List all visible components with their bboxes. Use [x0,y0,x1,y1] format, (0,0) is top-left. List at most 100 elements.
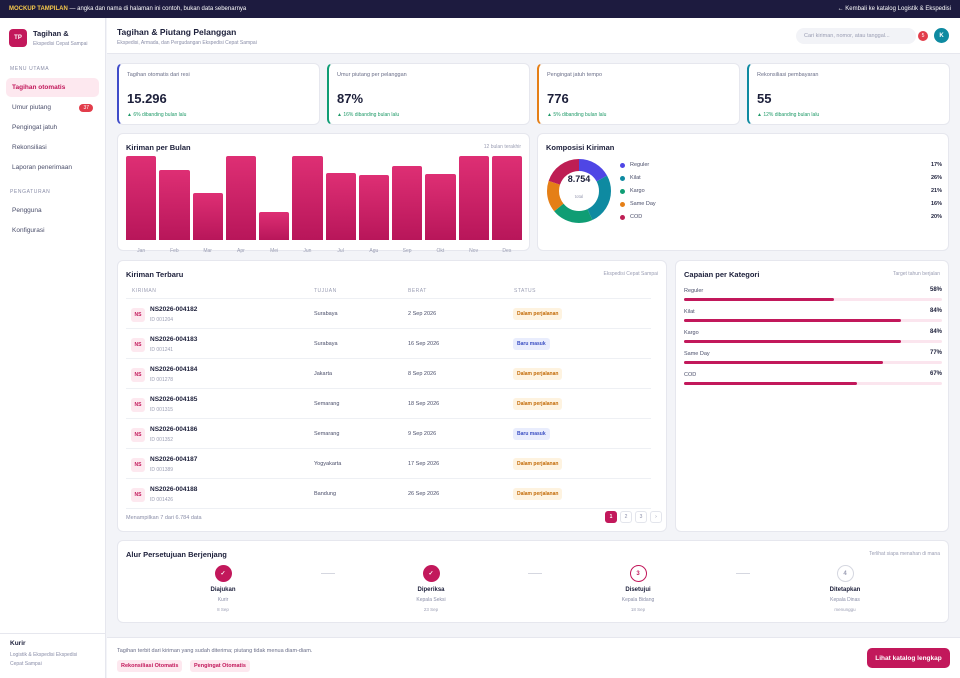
approval-step: 3 Disetujui Kepala Bidang 18 Sep [578,565,698,612]
legend-label: Same Day [630,201,656,207]
category-label: COD [684,372,697,378]
page-button-3[interactable]: 3 [635,511,647,523]
table-row[interactable]: NS NS2026-004183 ID 001241 Surabaya 16 S… [126,329,651,359]
recent-shipments-card: Kiriman Terbaru Ekspedisi Cepat Sampai K… [117,260,667,532]
step-connector [321,573,335,574]
category-progress: Kilat 84% [684,308,942,322]
legend-dot [620,201,625,207]
page-subtitle: Ekspedisi, Armada, dan Pergudangan Ekspe… [117,40,257,46]
avatar[interactable]: K [934,28,949,43]
kpi-label: Pengingat jatuh tempo [547,72,603,78]
card-title: Capaian per Kategori [684,270,760,279]
kpi-card: Umur piutang per pelanggan 87% ▲ 16% dib… [327,63,530,125]
bottom-text: Tagihan terbit dari kiriman yang sudah d… [117,648,313,654]
donut-slice [547,159,611,223]
chart-title: Kiriman per Bulan [126,143,191,152]
legend-item: Kilat 26% [620,175,942,181]
sidebar-item-label: Pengingat jatuh [12,124,58,131]
shipment-badge: NS [131,398,145,412]
destination: Bandung [314,491,337,497]
bar [392,166,423,240]
approval-step: ✓ Diajukan Kurir 8 Sep [163,565,283,612]
mockup-banner: MOCKUP TAMPILAN — angka dan nama di hala… [0,0,960,18]
step-number: 4 [836,565,854,582]
x-tick-label: Des [502,248,512,254]
status-badge: Dalam perjalanan [513,458,563,470]
progress-fill [684,382,857,385]
shipment-id: NS2026-004184 [150,366,198,373]
sidebar-item-pengguna[interactable]: Pengguna [6,201,99,220]
column-header: TUJUAN [314,288,337,294]
banner-highlight: MOCKUP TAMPILAN [9,6,68,12]
user-role: Kurir [10,640,26,647]
bar-column: Mar [192,156,223,254]
donut-center: 8.754 total [545,174,613,199]
table-row[interactable]: NS NS2026-004182 ID 001204 Surabaya 2 Se… [126,299,651,329]
sidebar-item-tagihan-otomatis[interactable]: Tagihan otomatis [6,78,99,97]
user-org-line-2: Cepat Sampai [10,661,42,667]
category-progress: COD 67% [684,371,942,385]
legend-pct: 17% [930,162,942,168]
brand-name: Tagihan & [33,29,69,38]
notification-badge[interactable]: 5 [918,31,928,41]
table-row[interactable]: NS NS2026-004184 ID 001278 Jakarta 8 Sep… [126,359,651,389]
count-badge: 37 [79,103,93,112]
progress-fill [684,361,883,364]
kpi-card: Tagihan otomatis dari resi 15.296 ▲ 6% d… [117,63,320,125]
column-header: KIRIMAN [132,288,157,294]
bar [126,156,157,240]
category-progress: Reguler 58% [684,287,942,301]
brand-sub: Ekspedisi Cepat Sampai [33,41,88,47]
x-tick-label: Jul [337,248,344,254]
table-title: Kiriman Terbaru [126,270,184,279]
settings-section-title: PENGATURAN [10,189,51,195]
kpi-card: Pengingat jatuh tempo 776 ▲ 5% dibanding… [537,63,740,125]
sidebar-item-rekonsiliasi[interactable]: Rekonsiliasi [6,138,99,157]
page-button-1[interactable]: 1 [605,511,617,523]
category-label: Kargo [684,330,699,336]
x-tick-label: Mar [203,248,212,254]
approval-steps: ✓ Diajukan Kurir 8 Sep ✓ Diperiksa Kepala Sek… [118,559,950,621]
x-tick-label: Agu [369,248,379,254]
legend-pct: 20% [930,214,942,220]
destination: Surabaya [314,341,338,347]
search-input[interactable]: Cari kiriman, nomor, atau tanggal... [796,28,916,44]
table-divider [126,448,651,449]
kpi-change: ▲ 12% dibanding bulan lalu [757,112,820,118]
category-pct: 58% [929,287,942,293]
category-pct: 84% [929,329,942,335]
legend-label: COD [630,214,643,220]
date: 8 Sep 2026 [408,371,437,377]
sidebar-item-konfigurasi[interactable]: Konfigurasi [6,221,99,240]
progress-fill [684,298,834,301]
kpi-change: ▲ 6% dibanding bulan lalu [127,112,187,118]
table-row[interactable]: NS NS2026-004188 ID 001426 Bandung 26 Se… [126,479,651,509]
table-row[interactable]: NS NS2026-004185 ID 001315 Semarang 18 S… [126,389,651,419]
table-row[interactable]: NS NS2026-004187 ID 001389 Yogyakarta 17… [126,449,651,479]
next-page-button[interactable]: › [650,511,662,523]
sidebar-item-pengingat-jatuh[interactable]: Pengingat jatuh [6,118,99,137]
shipment-sub-id: ID 001315 [150,407,174,413]
step-name: Diperiksa [417,587,445,593]
sidebar-item-laporan-penerimaan[interactable]: Laporan penerimaan [6,158,99,177]
chart-subtitle: 12 bulan terakhir [483,144,521,150]
bar-column: Apr [225,156,256,254]
bar-column: Jul [325,156,356,254]
sidebar-item-umur-piutang[interactable]: Umur piutang 37 [6,98,99,117]
table-row[interactable]: NS NS2026-004186 ID 001352 Semarang 9 Se… [126,419,651,449]
kpi-value: 776 [547,91,569,106]
x-tick-label: Sep [402,248,412,254]
category-pct: 84% [929,308,942,314]
back-to-catalog-link[interactable]: ← Kembali ke katalog Logistik & Ekspedis… [837,6,951,12]
view-catalog-button[interactable]: Lihat katalog lengkap [867,648,950,668]
page-button-2[interactable]: 2 [620,511,632,523]
bar [491,156,522,240]
sidebar-footer: Kurir Logistik & Ekspedisi Ekspedisi Cepa… [0,633,106,678]
status-badge: Dalam perjalanan [513,398,563,410]
chart-title: Komposisi Kiriman [546,143,615,152]
table-divider [126,358,651,359]
column-header: STATUS [514,288,536,294]
bar [458,156,489,240]
shipment-sub-id: ID 001204 [150,317,174,323]
monthly-shipments-card: Kiriman per Bulan 12 bulan terakhir Jan F… [117,133,530,254]
